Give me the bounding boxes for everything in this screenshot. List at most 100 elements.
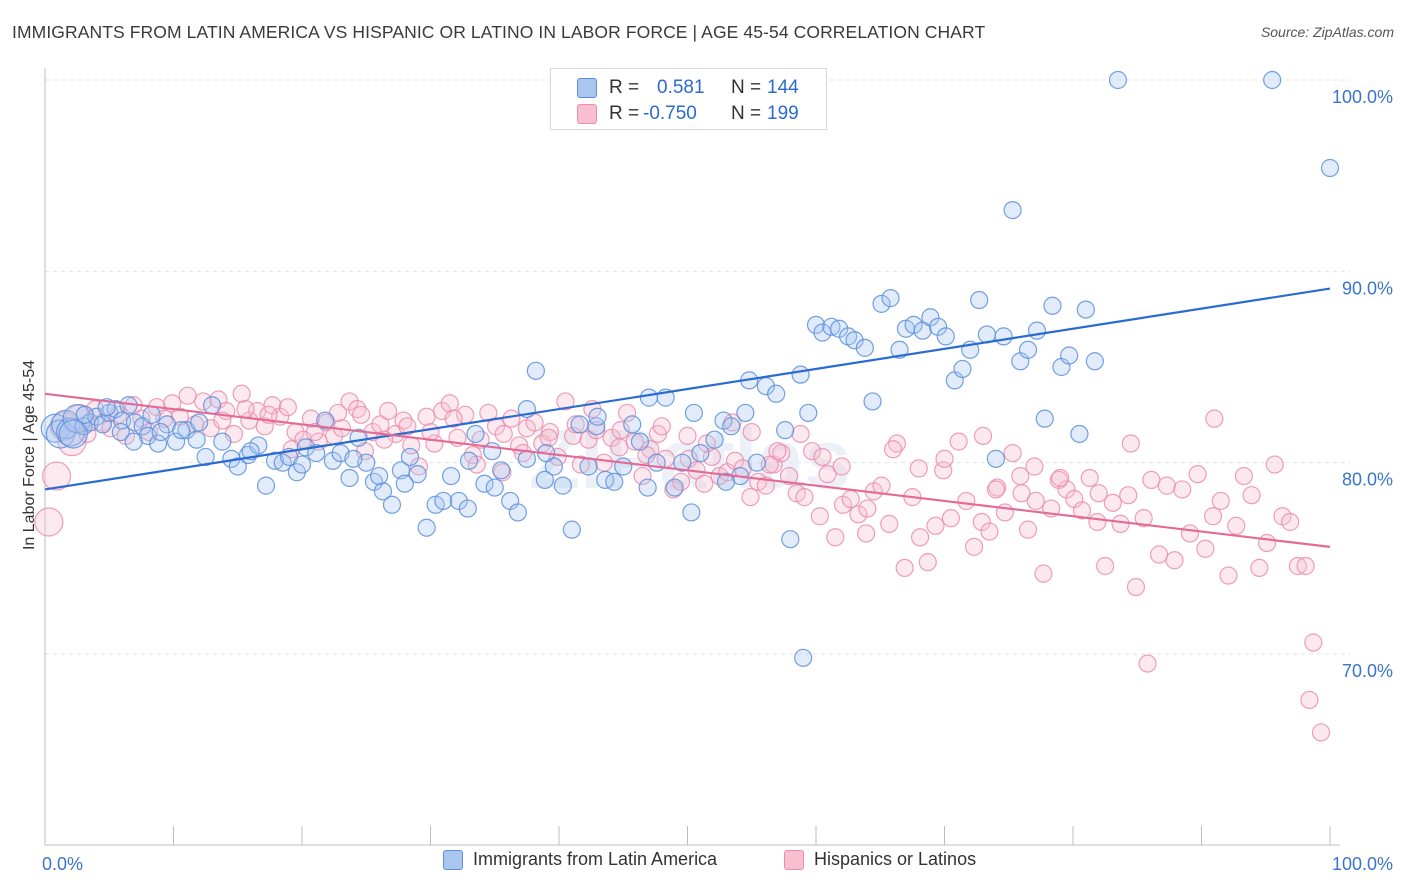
- blue-point: [1320, 158, 1340, 178]
- legend-label-immigrants: Immigrants from Latin America: [473, 849, 718, 869]
- pink-point: [1119, 486, 1138, 505]
- pink-point: [232, 384, 251, 403]
- pink-point: [941, 509, 961, 528]
- r-value-pink: -0.750: [643, 103, 697, 124]
- pink-point: [502, 409, 521, 428]
- pink-point: [1072, 501, 1092, 520]
- blue-point: [382, 495, 402, 514]
- pink-point: [1026, 491, 1045, 511]
- blue-point: [913, 321, 932, 340]
- blue-point: [579, 457, 598, 476]
- legend-swatch-blue: [443, 849, 463, 870]
- pink-point: [1165, 551, 1184, 570]
- y-tick-label: 90.0%: [1342, 278, 1393, 298]
- pink-point: [1142, 470, 1161, 489]
- n-value-blue: 144: [767, 77, 799, 98]
- blue-point: [872, 294, 891, 313]
- pink-point: [1288, 556, 1307, 576]
- pink-point: [1089, 484, 1108, 503]
- blue-point: [767, 384, 786, 403]
- blue-point: [316, 411, 335, 430]
- blue-point: [855, 338, 874, 357]
- blue-point: [93, 415, 112, 434]
- pink-point: [193, 392, 213, 411]
- blue-point: [638, 478, 657, 497]
- pink-point: [880, 514, 899, 533]
- pink-point: [1219, 566, 1238, 585]
- blue-point: [1076, 300, 1095, 319]
- pink-point: [1250, 558, 1269, 578]
- pink-point: [934, 461, 953, 480]
- blue-point: [1003, 201, 1022, 220]
- pink-point: [972, 512, 991, 532]
- legend-item-hispanics[interactable]: Hispanics or Latinos: [784, 849, 976, 870]
- blue-point: [172, 421, 191, 440]
- blue-point: [58, 419, 88, 449]
- pink-point: [918, 553, 937, 572]
- pink-point: [1234, 466, 1254, 486]
- blue-point: [307, 444, 326, 463]
- pink-point: [1242, 486, 1261, 505]
- r-value-blue: 0.581: [657, 77, 705, 98]
- n-label-blue: N =: [731, 77, 762, 98]
- blue-point: [1070, 424, 1089, 444]
- pink-point: [741, 488, 760, 507]
- x-tick-label: 0.0%: [42, 854, 83, 874]
- y-tick-label: 70.0%: [1342, 661, 1393, 681]
- pink-point: [791, 424, 810, 444]
- pink-point: [756, 476, 775, 495]
- blue-point: [587, 417, 606, 436]
- blue-point: [459, 451, 479, 470]
- y-axis-title: In Labor Force | Age 45-54: [21, 360, 38, 550]
- pink-point: [980, 522, 999, 541]
- blue-point: [323, 451, 342, 470]
- pink-swatch: [577, 104, 597, 124]
- pink-point: [34, 507, 64, 537]
- pink-point: [440, 394, 459, 413]
- pink-point: [872, 476, 891, 495]
- pink-point: [818, 465, 837, 484]
- blue-point: [151, 422, 170, 442]
- pink-point: [1173, 480, 1192, 499]
- blue-point: [673, 453, 692, 472]
- blue-point: [190, 413, 209, 432]
- blue-point: [682, 503, 701, 522]
- blue-point: [953, 359, 972, 379]
- pink-point: [1111, 514, 1130, 533]
- blue-point: [124, 432, 143, 451]
- pink-point: [611, 421, 630, 440]
- r-label-pink: R =: [609, 103, 640, 124]
- blue-point: [483, 442, 502, 461]
- pink-point: [1057, 480, 1076, 499]
- pink-point: [1096, 556, 1115, 576]
- blue-point: [684, 403, 704, 423]
- pink-point: [633, 466, 652, 486]
- blue-point: [344, 449, 363, 468]
- pink-point: [813, 447, 832, 467]
- blue-point: [111, 422, 130, 442]
- axes: [44, 68, 1340, 846]
- blue-point: [845, 331, 864, 350]
- bottom-legend: Immigrants from Latin America Hispanics …: [0, 849, 1406, 879]
- blue-point: [994, 327, 1013, 346]
- axis-labels: 70.0% 80.0% 90.0% 100.0% 0.0% 100.0% In Labor …: [21, 87, 1393, 874]
- legend-item-immigrants[interactable]: Immigrants from Latin America: [443, 849, 717, 870]
- blue-point: [936, 327, 955, 346]
- pink-point: [494, 424, 513, 444]
- y-tick-label: 100.0%: [1332, 87, 1393, 107]
- pink-point: [926, 516, 945, 535]
- pink-point: [1018, 520, 1038, 539]
- pink-point: [471, 430, 490, 449]
- blue-point: [639, 388, 659, 407]
- pink-point: [1126, 577, 1146, 597]
- blue-point: [213, 432, 232, 451]
- pink-point: [1296, 556, 1315, 576]
- pink-point: [255, 417, 274, 436]
- pink-point: [1211, 491, 1230, 511]
- n-label-pink: N =: [731, 103, 762, 124]
- blue-point: [588, 407, 607, 426]
- pink-point: [305, 422, 324, 442]
- blue-point: [228, 457, 247, 476]
- pink-point: [695, 474, 714, 493]
- pink-point: [564, 426, 583, 445]
